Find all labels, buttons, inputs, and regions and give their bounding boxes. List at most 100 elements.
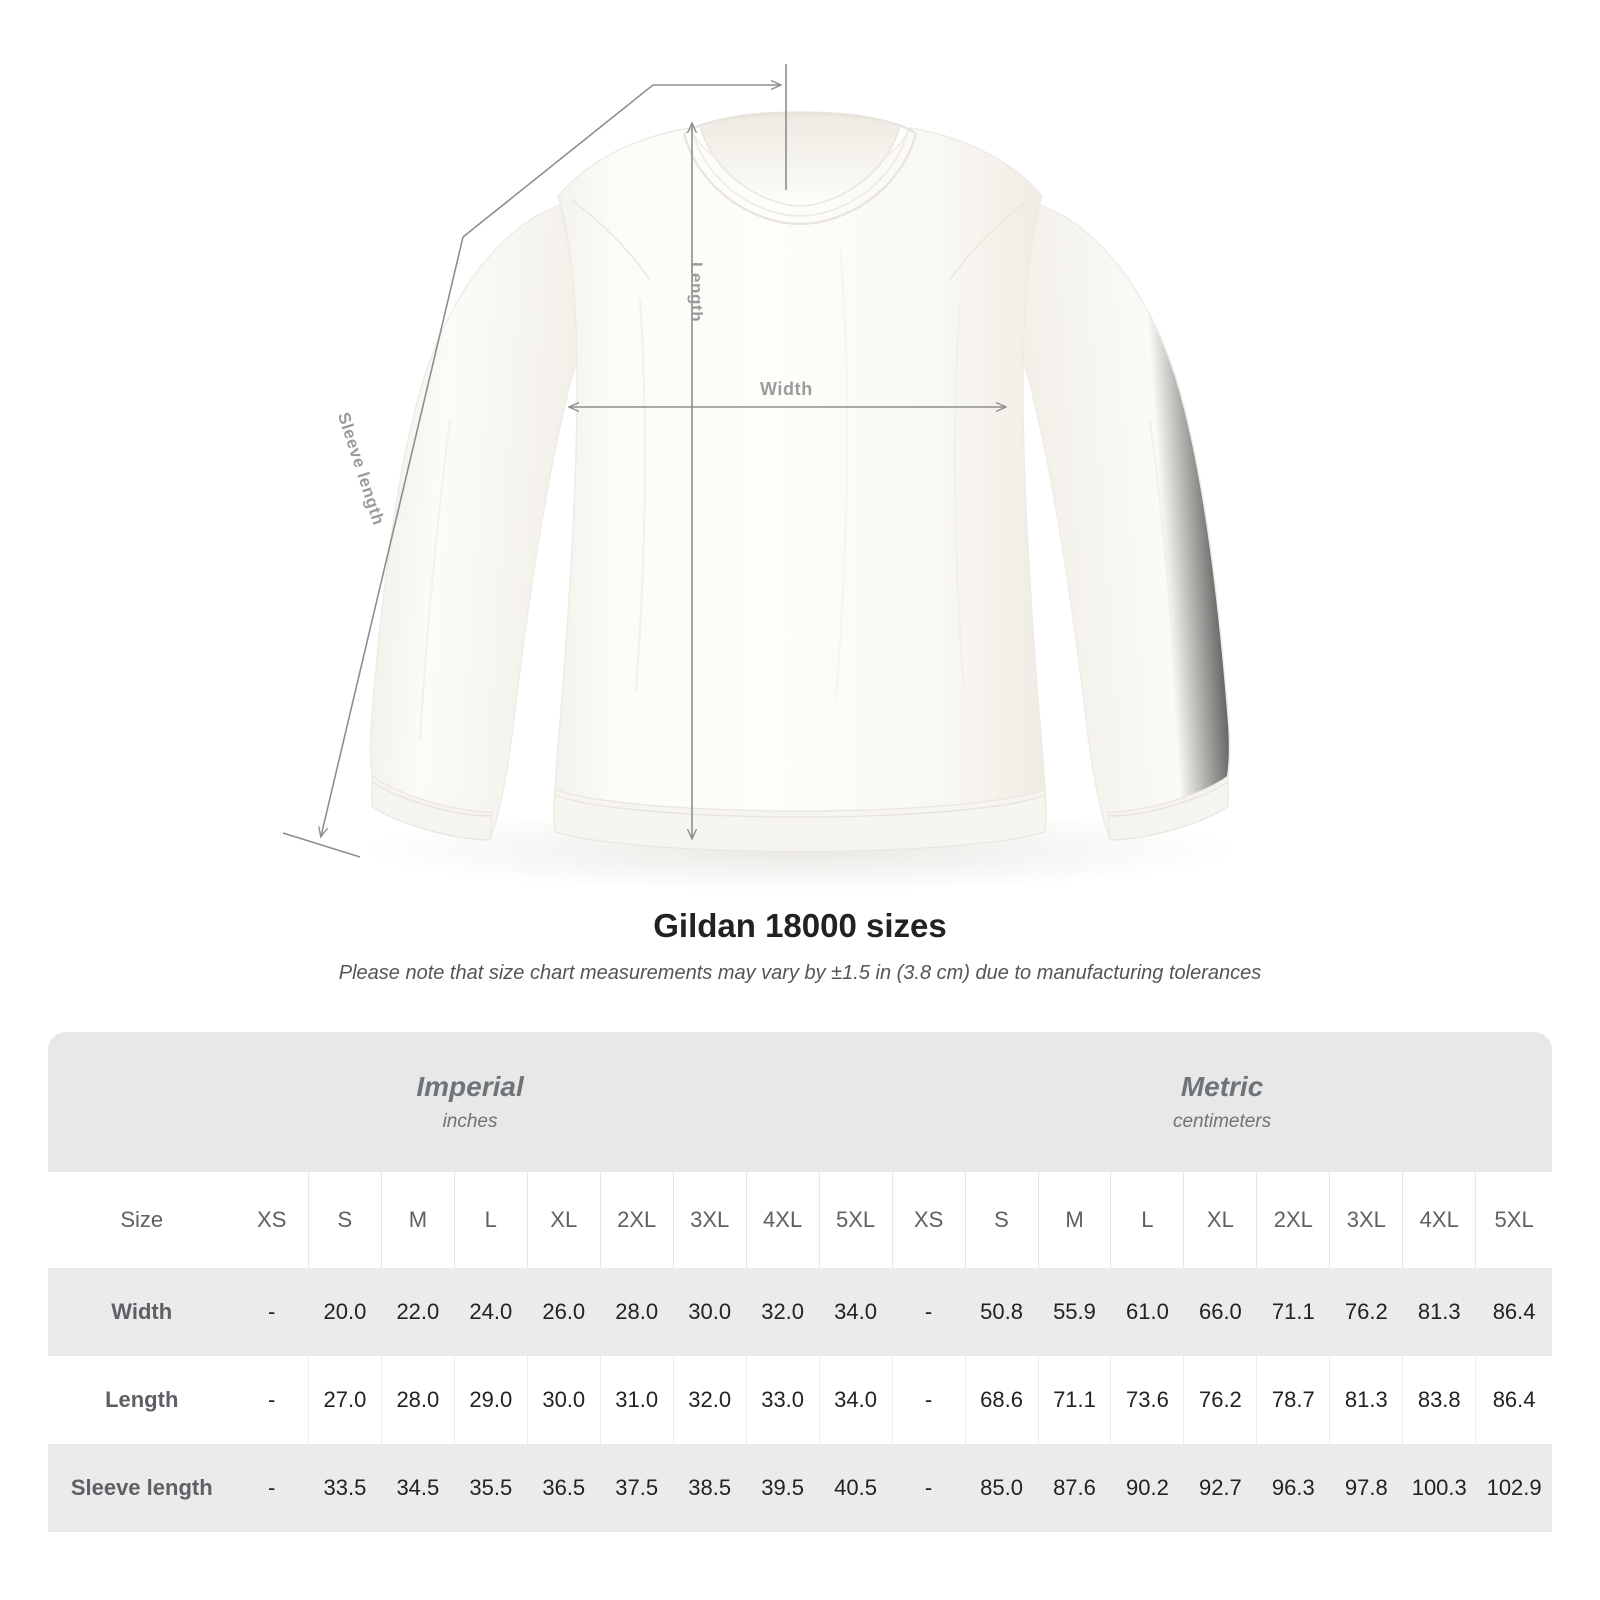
cell-length-metric-3xl: 81.3 bbox=[1329, 1356, 1403, 1444]
length-annotation-label: Length bbox=[687, 262, 706, 323]
sweatshirt-photo: Length Width Sleeve length bbox=[282, 64, 1600, 892]
cell-sleeve-imperial-xs: - bbox=[235, 1444, 309, 1532]
col-header-metric-4xl: 4XL bbox=[1402, 1172, 1476, 1268]
col-header-imperial-m: M bbox=[380, 1172, 455, 1268]
col-header-metric-3xl: 3XL bbox=[1329, 1172, 1403, 1268]
cell-width-metric-4xl: 81.3 bbox=[1402, 1268, 1476, 1356]
cell-sleeve-metric-l: 90.2 bbox=[1110, 1444, 1184, 1532]
cell-sleeve-imperial-l: 35.5 bbox=[453, 1444, 528, 1532]
cell-sleeve-metric-xs: - bbox=[891, 1444, 966, 1532]
table-row-sleeve-length: Sleeve length - 33.5 34.5 35.5 36.5 37.5… bbox=[48, 1444, 1552, 1532]
width-annotation-label: Width bbox=[760, 379, 813, 399]
row-label-width: Width bbox=[48, 1268, 236, 1356]
imperial-unit-cell: Imperial inches bbox=[48, 1032, 893, 1172]
page-title: Gildan 18000 sizes bbox=[653, 907, 947, 944]
metric-sublabel: centimeters bbox=[1172, 1110, 1272, 1132]
title-block: Gildan 18000 sizes Please note that size… bbox=[0, 905, 1600, 986]
cell-width-imperial-l: 24.0 bbox=[453, 1268, 528, 1356]
col-header-metric-xs: XS bbox=[891, 1172, 966, 1268]
cell-width-metric-m: 55.9 bbox=[1037, 1268, 1111, 1356]
cell-length-metric-5xl: 86.4 bbox=[1475, 1356, 1552, 1444]
cell-length-imperial-s: 27.0 bbox=[307, 1356, 382, 1444]
cell-width-metric-xs: - bbox=[891, 1268, 966, 1356]
cell-sleeve-metric-s: 85.0 bbox=[964, 1444, 1038, 1532]
cell-sleeve-metric-4xl: 100.3 bbox=[1402, 1444, 1476, 1532]
cell-width-imperial-5xl: 34.0 bbox=[818, 1268, 893, 1356]
cell-length-metric-m: 71.1 bbox=[1037, 1356, 1111, 1444]
cell-width-imperial-4xl: 32.0 bbox=[745, 1268, 820, 1356]
cell-width-imperial-m: 22.0 bbox=[380, 1268, 455, 1356]
cell-sleeve-imperial-4xl: 39.5 bbox=[745, 1444, 820, 1532]
cell-width-imperial-xs: - bbox=[235, 1268, 309, 1356]
cell-sleeve-metric-m: 87.6 bbox=[1037, 1444, 1111, 1532]
col-header-metric-l: L bbox=[1110, 1172, 1184, 1268]
metric-label: Metric bbox=[1180, 1071, 1264, 1103]
size-chart-table: Imperial inches Metric centimeters Size … bbox=[48, 1032, 1552, 1532]
cell-length-metric-xs: - bbox=[891, 1356, 966, 1444]
cell-length-imperial-m: 28.0 bbox=[380, 1356, 455, 1444]
cell-width-metric-s: 50.8 bbox=[964, 1268, 1038, 1356]
cell-length-metric-xl: 76.2 bbox=[1183, 1356, 1257, 1444]
table-row-width: Width - 20.0 22.0 24.0 26.0 28.0 30.0 32… bbox=[48, 1268, 1552, 1356]
cell-length-imperial-xs: - bbox=[235, 1356, 309, 1444]
row-label-length: Length bbox=[48, 1356, 236, 1444]
unit-header-row: Imperial inches Metric centimeters bbox=[48, 1032, 1552, 1172]
col-header-metric-2xl: 2XL bbox=[1256, 1172, 1330, 1268]
cell-width-metric-3xl: 76.2 bbox=[1329, 1268, 1403, 1356]
cell-length-imperial-2xl: 31.0 bbox=[599, 1356, 674, 1444]
size-header-row: Size XS S M L XL 2XL 3XL 4XL 5XL XS S M … bbox=[48, 1172, 1552, 1268]
cell-sleeve-imperial-s: 33.5 bbox=[307, 1444, 382, 1532]
metric-unit-cell: Metric centimeters bbox=[892, 1032, 1552, 1172]
sweatshirt-illustration bbox=[360, 111, 1240, 892]
cell-width-metric-5xl: 86.4 bbox=[1475, 1268, 1552, 1356]
col-header-imperial-5xl: 5XL bbox=[818, 1172, 893, 1268]
cell-sleeve-imperial-3xl: 38.5 bbox=[672, 1444, 747, 1532]
col-header-metric-s: S bbox=[964, 1172, 1038, 1268]
row-label-sleeve-length: Sleeve length bbox=[48, 1444, 236, 1532]
cell-sleeve-metric-2xl: 96.3 bbox=[1256, 1444, 1330, 1532]
cell-sleeve-imperial-m: 34.5 bbox=[380, 1444, 455, 1532]
cell-width-imperial-s: 20.0 bbox=[307, 1268, 382, 1356]
imperial-sublabel: inches bbox=[442, 1110, 498, 1132]
cell-length-metric-4xl: 83.8 bbox=[1402, 1356, 1476, 1444]
cell-length-imperial-l: 29.0 bbox=[453, 1356, 528, 1444]
col-header-imperial-4xl: 4XL bbox=[745, 1172, 820, 1268]
cell-sleeve-imperial-2xl: 37.5 bbox=[599, 1444, 674, 1532]
sleeve-length-measure-line bbox=[282, 64, 787, 858]
cell-sleeve-imperial-5xl: 40.5 bbox=[818, 1444, 893, 1532]
cell-width-imperial-xl: 26.0 bbox=[526, 1268, 601, 1356]
col-header-imperial-2xl: 2XL bbox=[599, 1172, 674, 1268]
cell-length-metric-s: 68.6 bbox=[964, 1356, 1038, 1444]
cell-width-imperial-2xl: 28.0 bbox=[599, 1268, 674, 1356]
size-table-wrapper: Imperial inches Metric centimeters Size … bbox=[48, 1032, 1552, 1532]
col-header-imperial-l: L bbox=[453, 1172, 528, 1268]
cell-width-metric-2xl: 71.1 bbox=[1256, 1268, 1330, 1356]
col-header-imperial-3xl: 3XL bbox=[672, 1172, 747, 1268]
cell-width-metric-l: 61.0 bbox=[1110, 1268, 1184, 1356]
tolerance-note: Please note that size chart measurements… bbox=[338, 962, 1262, 985]
cell-length-imperial-4xl: 33.0 bbox=[745, 1356, 820, 1444]
cell-length-metric-2xl: 78.7 bbox=[1256, 1356, 1330, 1444]
cell-length-imperial-xl: 30.0 bbox=[526, 1356, 601, 1444]
imperial-label: Imperial bbox=[416, 1071, 524, 1103]
cell-sleeve-imperial-xl: 36.5 bbox=[526, 1444, 601, 1532]
col-header-imperial-xl: XL bbox=[526, 1172, 601, 1268]
cell-width-metric-xl: 66.0 bbox=[1183, 1268, 1257, 1356]
cell-length-imperial-5xl: 34.0 bbox=[818, 1356, 893, 1444]
product-photo-area: Length Width Sleeve length bbox=[282, 64, 1600, 892]
col-header-imperial-s: S bbox=[307, 1172, 382, 1268]
cell-sleeve-metric-5xl: 102.9 bbox=[1475, 1444, 1552, 1532]
col-header-metric-m: M bbox=[1037, 1172, 1111, 1268]
cell-sleeve-metric-3xl: 97.8 bbox=[1329, 1444, 1403, 1532]
col-header-imperial-xs: XS bbox=[235, 1172, 309, 1268]
size-header-label: Size bbox=[48, 1172, 236, 1268]
col-header-metric-5xl: 5XL bbox=[1475, 1172, 1552, 1268]
cell-length-imperial-3xl: 32.0 bbox=[672, 1356, 747, 1444]
table-row-length: Length - 27.0 28.0 29.0 30.0 31.0 32.0 3… bbox=[48, 1356, 1552, 1444]
measurement-annotations bbox=[282, 64, 1600, 858]
cell-width-imperial-3xl: 30.0 bbox=[672, 1268, 747, 1356]
cell-sleeve-metric-xl: 92.7 bbox=[1183, 1444, 1257, 1532]
col-header-metric-xl: XL bbox=[1183, 1172, 1257, 1268]
cell-length-metric-l: 73.6 bbox=[1110, 1356, 1184, 1444]
